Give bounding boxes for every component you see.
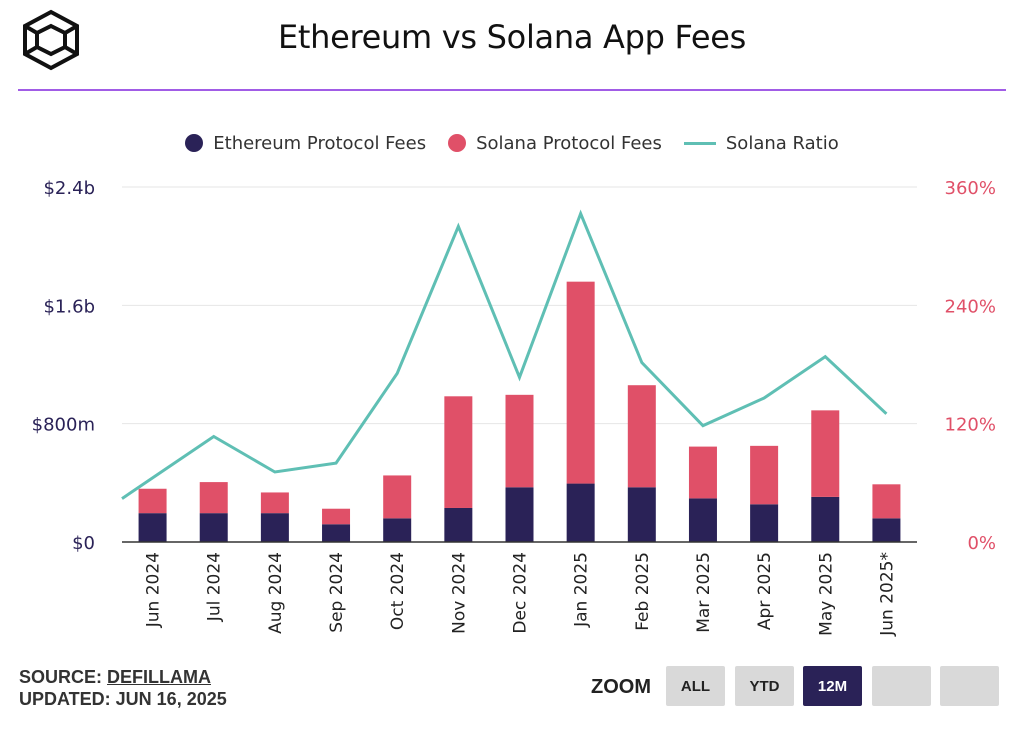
page-title: Ethereum vs Solana App Fees	[277, 18, 747, 56]
x-tick-label: Mar 2025	[694, 552, 714, 633]
x-tick-label: Jun 2024	[144, 552, 164, 628]
zoom-ytd-button[interactable]: YTD	[735, 666, 794, 706]
bar-solana	[138, 488, 167, 514]
source-line: SOURCE: DEFILLAMA	[19, 666, 227, 688]
updated-line: UPDATED: JUN 16, 2025	[19, 689, 227, 709]
x-tick-label: Jan 2025	[572, 552, 592, 628]
legend-swatch-solana	[448, 134, 467, 152]
bar-ethereum	[872, 518, 901, 542]
x-tick-label: Jun 2025*	[877, 552, 897, 637]
chart-legend: Ethereum Protocol Fees Solana Protocol F…	[0, 130, 1024, 156]
bar-ethereum	[811, 496, 840, 542]
bar-ethereum	[750, 504, 779, 542]
y-left-tick-label: $2.4b	[43, 178, 95, 199]
x-tick-label: May 2025	[816, 552, 836, 636]
bar-solana	[627, 385, 656, 488]
y-left-tick-label: $1.6b	[43, 296, 95, 317]
bar-solana	[444, 396, 473, 508]
zoom-extra-button-1[interactable]	[872, 666, 931, 706]
x-tick-label: Dec 2024	[511, 552, 531, 634]
source-link[interactable]: DEFILLAMA	[107, 667, 211, 687]
logo-icon	[23, 9, 79, 71]
legend-label-ethereum: Ethereum Protocol Fees	[213, 132, 427, 154]
bar-ethereum	[566, 483, 595, 542]
bar-ethereum	[505, 487, 534, 542]
zoom-label: ZOOM	[591, 676, 651, 698]
bar-ethereum	[444, 507, 473, 542]
y-left-tick-label: $0	[72, 533, 95, 554]
bar-solana	[566, 281, 595, 484]
x-tick-label: Apr 2025	[755, 552, 775, 630]
x-tick-label: Oct 2024	[388, 552, 408, 630]
y-right-tick-label: 240%	[945, 296, 996, 317]
bar-solana	[811, 410, 840, 497]
bar-ethereum	[260, 513, 289, 542]
bar-solana	[505, 394, 534, 488]
bar-solana	[383, 475, 412, 519]
title-divider	[18, 89, 1006, 91]
legend-swatch-ethereum	[185, 134, 204, 152]
zoom-all-button[interactable]: ALL	[666, 666, 725, 706]
x-tick-label: Feb 2025	[633, 552, 653, 631]
legend-label-solana-ratio: Solana Ratio	[725, 132, 839, 154]
bar-ethereum	[322, 524, 351, 542]
bar-ethereum	[199, 513, 228, 542]
x-tick-label: Nov 2024	[449, 552, 469, 634]
bar-ethereum	[383, 518, 412, 542]
x-tick-label: Sep 2024	[327, 552, 347, 633]
bar-solana	[199, 482, 228, 514]
bar-solana	[260, 492, 289, 514]
y-right-tick-label: 120%	[945, 415, 996, 436]
y-left-tick-label: $800m	[32, 415, 95, 436]
legend-label-solana: Solana Protocol Fees	[476, 132, 662, 154]
legend-swatch-solana-ratio	[683, 141, 716, 145]
legend-item-ethereum[interactable]: Ethereum Protocol Fees	[185, 133, 426, 154]
bar-ethereum	[138, 513, 167, 542]
y-right-tick-label: 360%	[945, 178, 996, 199]
x-tick-label: Jul 2024	[205, 552, 225, 622]
bar-solana	[872, 484, 901, 519]
bar-solana	[750, 445, 779, 505]
zoom-12m-button[interactable]: 12M	[803, 666, 862, 706]
series-line-solana-ratio	[121, 209, 888, 500]
zoom-extra-button-2[interactable]	[940, 666, 999, 706]
y-right-tick-label: 0%	[967, 533, 996, 554]
bar-solana	[688, 446, 717, 499]
bar-solana	[322, 508, 351, 525]
bar-ethereum	[688, 498, 717, 542]
legend-item-solana[interactable]: Solana Protocol Fees	[448, 133, 662, 154]
bar-ethereum	[627, 487, 656, 542]
x-tick-label: Aug 2024	[266, 552, 286, 634]
legend-item-solana-ratio[interactable]: Solana Ratio	[683, 132, 839, 154]
source-block: SOURCE: DEFILLAMA UPDATED: JUN 16, 2025	[19, 666, 227, 710]
source-prefix: SOURCE:	[19, 667, 108, 687]
